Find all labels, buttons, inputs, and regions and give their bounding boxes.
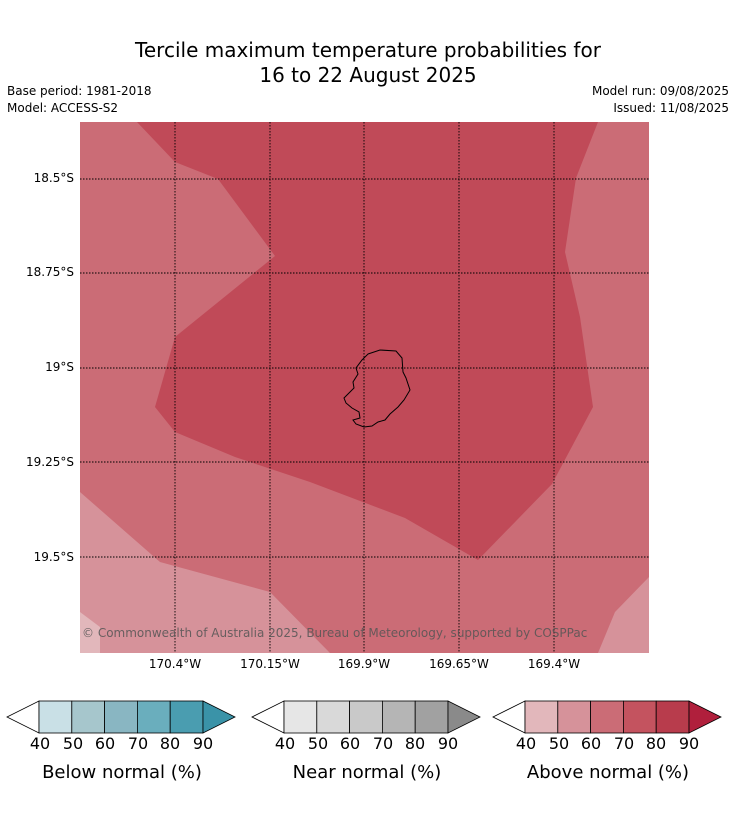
tick: 70 — [372, 734, 394, 753]
lon-label-169-9: 169.9°W — [337, 657, 391, 671]
tick: 80 — [645, 734, 667, 753]
lat-label-19-25: 19.25°S — [26, 455, 74, 469]
tick: 50 — [62, 734, 84, 753]
colorbar-swatch — [104, 700, 138, 734]
title-line-2: 16 to 22 August 2025 — [259, 63, 477, 87]
meta-right: Model run: 09/08/2025 Issued: 11/08/2025 — [592, 83, 729, 117]
tick: 80 — [404, 734, 426, 753]
colorbar-swatch — [622, 700, 657, 734]
lat-label-19-5: 19.5°S — [33, 550, 74, 564]
tick: 40 — [274, 734, 296, 753]
colorbar-swatch — [316, 700, 351, 734]
tick: 60 — [94, 734, 116, 753]
graticule — [80, 122, 649, 653]
lat-label-18-75: 18.75°S — [26, 265, 74, 279]
lat-label-19: 19°S — [45, 360, 74, 374]
tick: 90 — [192, 734, 214, 753]
colorbar-near-swatches — [251, 700, 481, 734]
region-50-60-southwest — [80, 492, 330, 653]
tick: 50 — [548, 734, 570, 753]
lat-label-18-5: 18.5°S — [33, 171, 74, 185]
model-run: Model run: 09/08/2025 — [591, 84, 729, 98]
colorbar-swatch — [414, 700, 449, 734]
model-name: Model: ACCESS-S2 — [7, 101, 119, 115]
tick: 90 — [437, 734, 459, 753]
tick: 60 — [339, 734, 361, 753]
colorbar-swatch — [381, 700, 416, 734]
colorbar-swatch — [349, 700, 383, 734]
title-line-1: Tercile maximum temperature probabilitie… — [135, 38, 601, 62]
tick: 90 — [678, 734, 700, 753]
colorbar-below-caption: Below normal (%) — [42, 762, 202, 783]
tick: 40 — [29, 734, 51, 753]
colorbar-swatch — [590, 700, 624, 734]
tick: 80 — [159, 734, 181, 753]
tick: 70 — [613, 734, 635, 753]
colorbar-above-caption: Above normal (%) — [526, 762, 690, 783]
issued-date: Issued: 11/08/2025 — [613, 101, 729, 115]
tick: 50 — [307, 734, 329, 753]
tick: 60 — [580, 734, 602, 753]
region-70-80-central — [137, 122, 598, 560]
island-coastline — [343, 349, 411, 428]
colorbar-swatch — [169, 700, 204, 734]
lon-label-169-4: 169.4°W — [527, 657, 581, 671]
tick: 70 — [127, 734, 149, 753]
copyright-notice: © Commonwealth of Australia 2025, Bureau… — [82, 626, 588, 640]
colorbar-near-caption: Near normal (%) — [292, 762, 442, 783]
lon-label-170-15: 170.15°W — [240, 657, 300, 671]
base-period: Base period: 1981-2018 — [7, 84, 152, 98]
colorbar-swatch — [71, 700, 106, 734]
colorbar-above-normal: 40 50 60 70 80 90 Above normal (%) — [492, 700, 724, 790]
region-40-50-southwest — [80, 612, 100, 653]
colorbar-above-swatches — [492, 700, 722, 734]
colorbar-swatch — [524, 700, 559, 734]
colorbar-swatch — [557, 700, 592, 734]
lon-label-170-4: 170.4°W — [148, 657, 202, 671]
tick: 40 — [515, 734, 537, 753]
colorbar-below-normal: 40 50 60 70 80 90 Below normal (%) — [6, 700, 238, 790]
colorbar-swatch — [136, 700, 171, 734]
probability-map — [80, 122, 649, 653]
colorbar-swatch — [655, 700, 690, 734]
colorbar-below-swatches — [6, 700, 236, 734]
colorbar-swatch — [38, 700, 73, 734]
lon-label-169-65: 169.65°W — [429, 657, 489, 671]
colorbar-near-normal: 40 50 60 70 80 90 Near normal (%) — [251, 700, 483, 790]
map-title: Tercile maximum temperature probabilitie… — [0, 38, 736, 88]
region-50-60-southeast — [598, 577, 649, 653]
colorbar-swatch — [283, 700, 318, 734]
meta-left: Base period: 1981-2018 Model: ACCESS-S2 — [7, 83, 152, 117]
